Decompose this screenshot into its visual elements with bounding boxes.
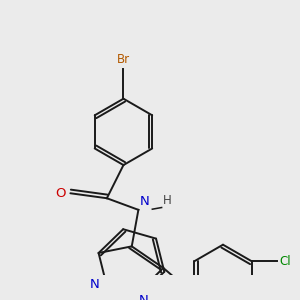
Text: O: O: [55, 187, 65, 200]
Text: Br: Br: [117, 52, 130, 65]
Text: H: H: [163, 194, 172, 206]
Text: N: N: [139, 295, 148, 300]
Text: Cl: Cl: [279, 255, 291, 268]
Text: N: N: [140, 195, 150, 208]
Text: N: N: [90, 278, 100, 291]
